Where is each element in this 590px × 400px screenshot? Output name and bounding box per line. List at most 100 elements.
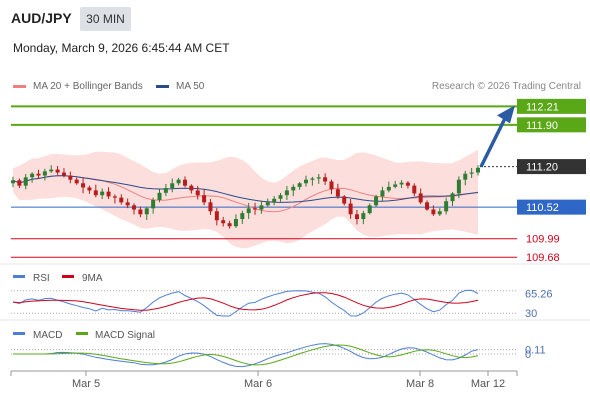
level-label-3: 110.52	[526, 202, 559, 214]
macd-swatch	[13, 332, 25, 335]
forecast-arrow	[479, 105, 515, 168]
macd-line	[13, 343, 479, 368]
candle	[253, 202, 258, 215]
rsi-tick-label-1: 30	[525, 308, 537, 320]
candle	[393, 180, 398, 189]
candle	[431, 205, 436, 216]
level-tag-3	[517, 199, 586, 215]
candle	[208, 199, 213, 215]
candle	[418, 188, 423, 205]
candle	[176, 177, 181, 186]
candle	[265, 198, 270, 207]
interval-badge[interactable]: 30 MIN	[80, 7, 131, 31]
candle	[240, 210, 245, 224]
candle	[450, 192, 455, 206]
candle	[106, 187, 111, 199]
arrow-head	[497, 105, 515, 124]
level-labels: 112.21 111.90 111.20 110.52 109.99 109.68	[517, 98, 586, 264]
candle	[74, 177, 79, 185]
candle	[81, 177, 86, 194]
candle	[233, 214, 238, 229]
candle	[304, 175, 309, 187]
macd-legend-label: MACD	[33, 330, 62, 341]
level-label-2: 111.20	[526, 162, 558, 174]
candle	[36, 169, 41, 179]
candle	[202, 189, 207, 206]
candle	[405, 181, 410, 189]
candle	[112, 194, 117, 204]
candle	[49, 165, 54, 173]
candle	[316, 173, 321, 184]
candle	[189, 184, 194, 194]
candles	[11, 165, 480, 229]
level-tag-0	[517, 98, 586, 114]
candle	[323, 173, 328, 185]
research-credit: Research © 2026 Trading Central	[431, 81, 581, 92]
x-tick-label-2: Mar 8	[406, 378, 434, 390]
candle	[272, 196, 277, 206]
rsi-legend-label: RSI	[33, 273, 50, 284]
candle	[476, 165, 480, 176]
candle	[11, 176, 15, 188]
timestamp: Monday, March 9, 2026 6:45:44 AM CET	[13, 41, 230, 55]
macd-legend: MACD MACD Signal	[13, 330, 155, 341]
candle	[380, 186, 385, 202]
candle	[100, 188, 105, 200]
candle	[374, 194, 379, 207]
macd-signal-legend-label: MACD Signal	[95, 330, 155, 341]
candle	[367, 203, 372, 215]
rsi-ma-swatch	[62, 275, 74, 278]
candle	[259, 200, 264, 214]
candle	[182, 176, 187, 188]
level-label-0: 112.21	[526, 101, 559, 113]
ma20-swatch	[13, 85, 26, 88]
candle	[246, 203, 251, 219]
level-label-1: 111.90	[526, 120, 558, 132]
level-lines	[11, 105, 517, 258]
candle	[463, 170, 468, 186]
candle	[425, 200, 430, 211]
candle	[68, 171, 73, 184]
legend-ma50: MA 50	[156, 81, 204, 92]
macd-tick-label-1: 0	[525, 349, 531, 361]
candle	[227, 220, 232, 229]
candle	[284, 185, 289, 200]
candle	[17, 178, 22, 189]
candle	[61, 168, 66, 178]
legend-ma50-label: MA 50	[176, 81, 205, 92]
legend-ma20: MA 20 + Bollinger Bands	[13, 81, 143, 92]
candle	[214, 208, 219, 226]
candle	[119, 194, 124, 205]
candle	[30, 172, 35, 183]
candle	[221, 216, 226, 227]
candle	[291, 184, 296, 197]
macd-signal-line	[13, 344, 479, 366]
candle	[444, 197, 449, 215]
candle	[138, 206, 143, 218]
rsi-legend: RSI 9MA	[13, 273, 103, 284]
candle	[93, 184, 98, 198]
candle	[151, 197, 156, 214]
x-tick-label-3: Mar 12	[471, 378, 505, 390]
x-axis-ticks: Mar 5 Mar 6 Mar 8 Mar 12	[10, 371, 518, 390]
rsi-plot: 65.26 30	[11, 288, 553, 320]
level-label-4: 109.99	[526, 234, 560, 246]
candle	[163, 183, 168, 196]
candle	[195, 185, 200, 200]
candle	[87, 185, 92, 194]
candle	[354, 209, 359, 225]
candle	[125, 198, 130, 209]
candle	[412, 183, 417, 197]
candle	[348, 198, 353, 219]
arrow-shaft	[479, 117, 507, 168]
macd-tick-label-0: 0.11	[525, 345, 546, 357]
candle	[329, 179, 334, 195]
rsi-ma-legend-label: 9MA	[82, 273, 103, 284]
candle	[144, 206, 149, 220]
candle	[335, 183, 340, 199]
rsi-line	[12, 289, 479, 317]
candle	[132, 203, 137, 215]
candle	[342, 195, 347, 206]
rsi-swatch	[13, 275, 25, 278]
